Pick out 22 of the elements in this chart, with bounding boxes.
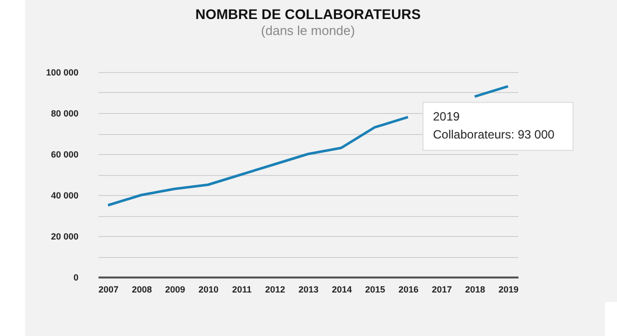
x-tick-label: 2015 — [365, 284, 386, 294]
y-tick-label: 60 000 — [50, 150, 78, 160]
annotation: 2019 Collaborateurs: 93 000 — [433, 109, 555, 142]
x-tick-label: 2019 — [498, 284, 519, 294]
y-tick-label: 0 — [73, 272, 78, 282]
x-tick-label: 2014 — [332, 284, 352, 294]
y-tick-label: 20 000 — [50, 232, 78, 242]
x-tick-label: 2007 — [98, 284, 119, 294]
chart-title: NOMBRE DE COLLABORATEURS — [195, 6, 421, 22]
x-tick-label: 2010 — [198, 284, 219, 294]
x-tick-label: 2016 — [398, 284, 419, 294]
chart-subtitle: (dans le monde) — [261, 23, 355, 38]
x-tick-label: 2017 — [432, 284, 452, 294]
x-tick-label: 2013 — [298, 284, 319, 294]
y-tick-label: 80 000 — [50, 108, 78, 118]
x-tick-label: 2012 — [265, 284, 286, 294]
y-tick-label: 100 000 — [46, 68, 78, 78]
x-tick-label: 2008 — [132, 284, 152, 294]
y-tick-label: 40 000 — [50, 190, 78, 200]
x-tick-label: 2011 — [232, 284, 252, 294]
x-tick-label: 2009 — [165, 284, 186, 294]
x-tick-label: 2018 — [465, 284, 486, 294]
